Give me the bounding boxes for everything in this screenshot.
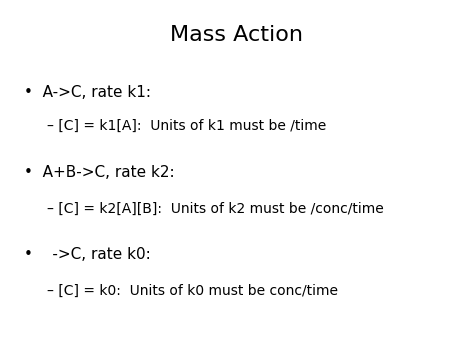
Text: – [C] = k1[A]:  Units of k1 must be /time: – [C] = k1[A]: Units of k1 must be /time (47, 119, 327, 133)
Text: – [C] = k2[A][B]:  Units of k2 must be /conc/time: – [C] = k2[A][B]: Units of k2 must be /c… (47, 202, 384, 216)
Text: Mass Action: Mass Action (171, 25, 303, 45)
Text: •  A->C, rate k1:: • A->C, rate k1: (24, 85, 151, 100)
Text: – [C] = k0:  Units of k0 must be conc/time: – [C] = k0: Units of k0 must be conc/tim… (47, 284, 338, 298)
Text: •  A+B->C, rate k2:: • A+B->C, rate k2: (24, 165, 174, 180)
Text: •    ->C, rate k0:: • ->C, rate k0: (24, 247, 150, 262)
